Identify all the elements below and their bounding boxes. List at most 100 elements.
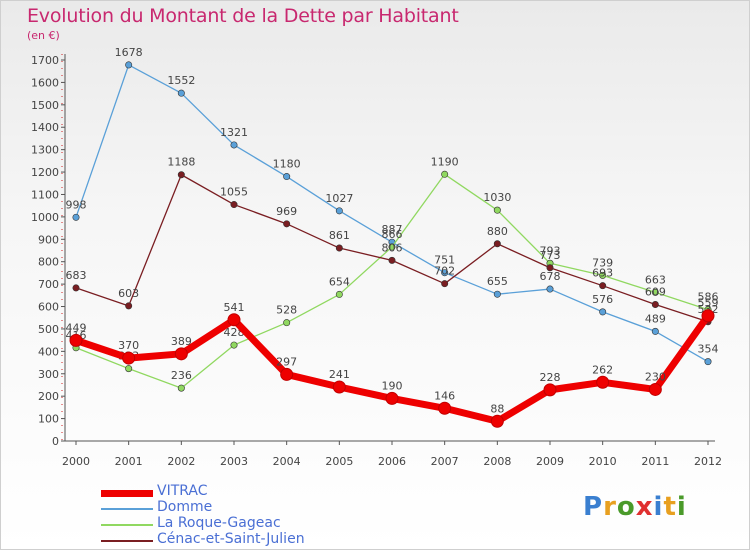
data-label-cenac-et-saint-julien: 861 (329, 229, 350, 242)
logo-letter: t (663, 492, 677, 522)
x-tick-label: 2006 (378, 455, 406, 468)
legend-item-vitrac: VITRAC (101, 483, 331, 501)
data-label-la-roque-gageac: 739 (592, 256, 613, 269)
data-point-cenac-et-saint-julien (335, 244, 343, 252)
y-tick-label: 1100 (31, 188, 59, 201)
data-label-vitrac: 541 (224, 301, 245, 314)
data-point-cenac-et-saint-julien (599, 282, 607, 290)
data-label-vitrac: 262 (592, 363, 613, 376)
data-label-la-roque-gageac: 663 (645, 273, 666, 286)
data-point-domme (125, 61, 133, 69)
data-point-domme (599, 308, 607, 316)
data-label-domme: 1678 (115, 46, 143, 59)
logo-letter: i (676, 492, 687, 522)
data-point-domme (283, 173, 291, 181)
data-point-domme (651, 327, 659, 335)
x-tick-label: 2003 (220, 455, 248, 468)
y-tick-label: 1400 (31, 121, 59, 134)
y-tick-label: 0 (52, 435, 59, 448)
legend: VITRAC Domme La Roque-Gageac Cénac-et-Saint… (101, 483, 331, 549)
data-label-domme: 1552 (167, 74, 195, 87)
data-point-la-roque-gageac (493, 206, 501, 214)
data-label-vitrac: 241 (329, 368, 350, 381)
data-point-vitrac (543, 383, 557, 397)
data-label-domme: 1027 (325, 192, 353, 205)
legend-label-vitrac: VITRAC (157, 483, 208, 499)
logo-letter: x (635, 492, 654, 522)
data-label-la-roque-gageac: 1190 (431, 155, 459, 168)
logo-letter: P (583, 492, 604, 522)
data-label-cenac-et-saint-julien: 880 (487, 225, 508, 238)
data-label-cenac-et-saint-julien: 683 (66, 269, 87, 282)
data-point-cenac-et-saint-julien (493, 240, 501, 248)
legend-swatch-la-roque-gageac (101, 524, 153, 526)
data-point-vitrac (701, 309, 715, 323)
y-tick-label: 1600 (31, 76, 59, 89)
y-tick-label: 100 (38, 413, 59, 426)
data-point-vitrac (332, 380, 346, 394)
y-tick-label: 400 (38, 345, 59, 358)
data-point-cenac-et-saint-julien (177, 171, 185, 179)
data-point-domme (704, 358, 712, 366)
data-label-domme: 655 (487, 275, 508, 288)
data-label-la-roque-gageac: 586 (698, 291, 719, 304)
x-tick-label: 2009 (536, 455, 564, 468)
data-label-la-roque-gageac: 528 (276, 304, 297, 317)
x-tick-label: 2005 (325, 455, 353, 468)
legend-label-domme: Domme (157, 499, 213, 515)
data-point-vitrac (648, 382, 662, 396)
logo-letter: o (616, 492, 636, 522)
x-tick-label: 2007 (431, 455, 459, 468)
data-point-la-roque-gageac (441, 170, 449, 178)
data-label-la-roque-gageac: 793 (540, 244, 561, 257)
data-point-la-roque-gageac (651, 288, 659, 296)
legend-swatch-cenac-et-saint-julien (101, 540, 153, 542)
series-line-domme (75, 64, 709, 363)
data-point-la-roque-gageac (335, 290, 343, 298)
legend-item-la-roque-gageac: La Roque-Gageac (101, 515, 331, 533)
data-point-cenac-et-saint-julien (125, 302, 133, 310)
logo-letter: i (653, 492, 664, 522)
y-tick-label: 500 (38, 323, 59, 336)
data-point-vitrac (174, 347, 188, 361)
data-label-domme: 887 (382, 223, 403, 236)
data-point-domme (546, 285, 554, 293)
data-label-domme: 576 (592, 293, 613, 306)
data-label-domme: 354 (698, 343, 719, 356)
data-point-la-roque-gageac (283, 319, 291, 327)
y-tick-label: 1700 (31, 54, 59, 67)
data-label-cenac-et-saint-julien: 1188 (167, 156, 195, 169)
data-label-la-roque-gageac: 654 (329, 275, 350, 288)
data-label-domme: 1180 (273, 158, 301, 171)
data-label-vitrac: 370 (118, 339, 139, 352)
data-point-cenac-et-saint-julien (441, 280, 449, 288)
data-label-domme: 1321 (220, 126, 248, 139)
data-point-vitrac (490, 414, 504, 428)
data-point-domme (177, 89, 185, 97)
data-point-domme (230, 141, 238, 149)
y-tick-label: 900 (38, 233, 59, 246)
y-tick-label: 200 (38, 390, 59, 403)
y-tick-label: 300 (38, 368, 59, 381)
data-point-vitrac (385, 391, 399, 405)
y-tick-label: 1200 (31, 166, 59, 179)
data-point-domme (493, 290, 501, 298)
chart-subtitle: (en €) (27, 29, 60, 42)
data-label-vitrac: 389 (171, 335, 192, 348)
data-point-domme (335, 207, 343, 215)
data-point-vitrac (69, 333, 83, 347)
data-label-vitrac: 230 (645, 370, 666, 383)
y-tick-label: 1300 (31, 144, 59, 157)
data-label-vitrac: 190 (382, 379, 403, 392)
x-tick-label: 2010 (589, 455, 617, 468)
x-tick-label: 2012 (694, 455, 722, 468)
data-label-cenac-et-saint-julien: 806 (382, 241, 403, 254)
legend-item-cenac-et-saint-julien: Cénac-et-Saint-Julien (101, 531, 331, 549)
legend-swatch-vitrac (101, 489, 153, 497)
data-label-domme: 751 (434, 254, 455, 267)
data-point-cenac-et-saint-julien (388, 256, 396, 264)
y-tick-label: 800 (38, 256, 59, 269)
data-label-la-roque-gageac: 866 (382, 228, 403, 241)
